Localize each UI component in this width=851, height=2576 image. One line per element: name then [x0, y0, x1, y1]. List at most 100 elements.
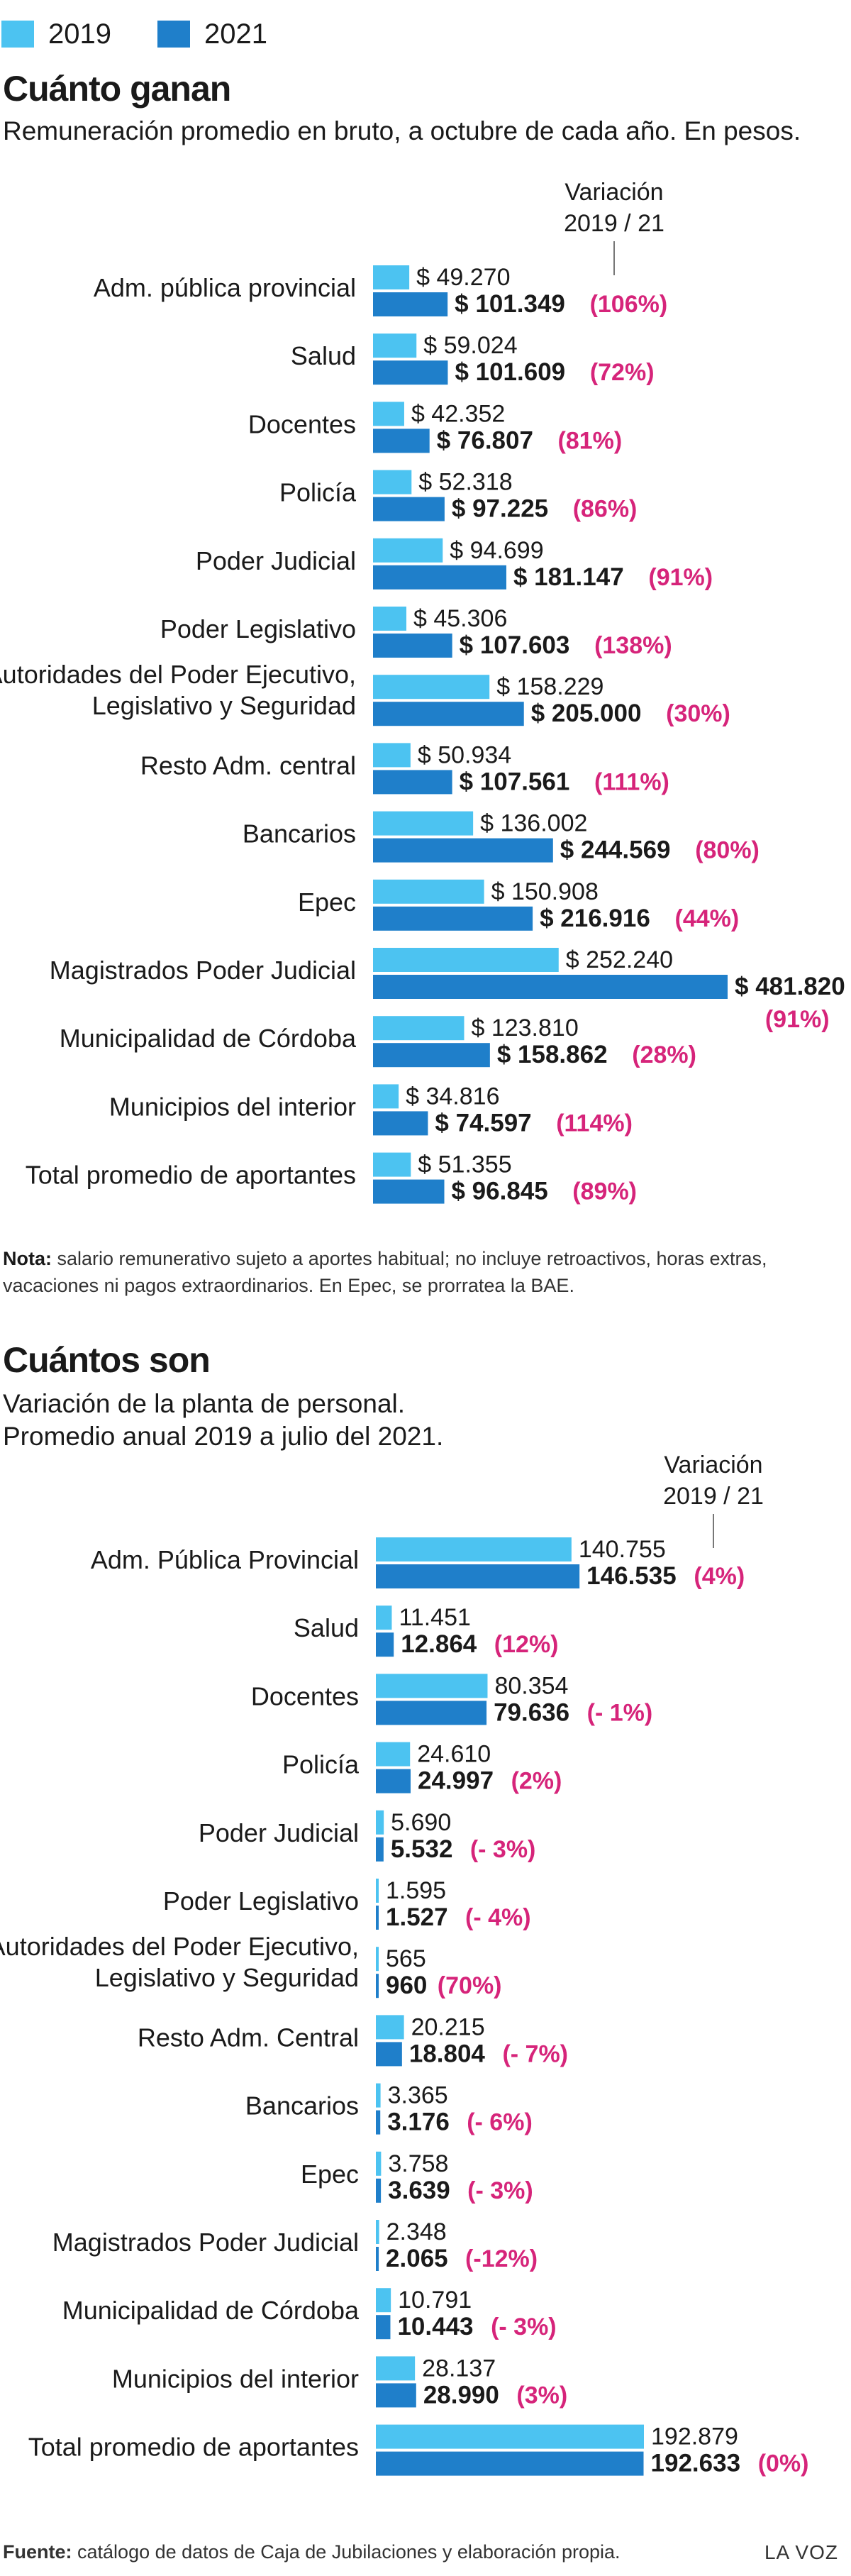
variation-label: (80%) [695, 837, 760, 864]
variation-label: (44%) [675, 905, 740, 932]
chart1-subtitle: Remuneración promedio en bruto, a octubr… [3, 115, 801, 148]
value-label-2019: $ 123.810 [471, 1015, 578, 1041]
value-label-2021: 18.804 [409, 2040, 486, 2067]
category-label: Adm. Pública Provincial [91, 1545, 359, 1574]
bar-2019 [376, 1879, 379, 1903]
value-label-2021: 3.639 [388, 2177, 450, 2204]
bar-2019 [373, 879, 484, 904]
bar-2021 [376, 2247, 379, 2271]
value-label-2021: $ 97.225 [452, 495, 548, 523]
bar-2019 [376, 1537, 572, 1561]
bar-2021 [373, 770, 452, 795]
variation-label: (- 3%) [467, 2177, 533, 2204]
variation-label: (-12%) [465, 2245, 538, 2272]
variation-header-line-1: Variación [664, 1452, 762, 1478]
bar-2021 [376, 2110, 381, 2135]
variation-label: (12%) [494, 1631, 559, 1658]
bar-2019 [376, 2083, 381, 2108]
bar-2021 [376, 2315, 391, 2340]
variation-label: (106%) [590, 291, 668, 318]
variation-label: (138%) [594, 632, 672, 659]
value-label-2019: 10.791 [398, 2287, 472, 2314]
chart1-title: Cuánto ganan [3, 69, 231, 109]
value-label-2021: $ 205.000 [531, 700, 642, 727]
bar-2021 [373, 360, 448, 385]
category-label: Municipios del interior [109, 1092, 356, 1121]
category-label: Docentes [248, 409, 356, 438]
category-label: Poder Legislativo [160, 614, 356, 643]
value-label-2019: 28.137 [422, 2355, 496, 2382]
bar-2019 [373, 675, 490, 700]
category-label: Salud [291, 341, 356, 370]
variation-label: (- 3%) [491, 2314, 557, 2340]
legend-label-2019: 2019 [48, 18, 111, 50]
variation-label: (91%) [648, 564, 713, 591]
chart1-note-line-1: salario remunerativo sujeto a aportes ha… [57, 1248, 767, 1269]
value-label-2021: 79.636 [494, 1698, 569, 1726]
value-label-2021: 2.065 [386, 2245, 448, 2272]
value-label-2021: $ 158.862 [497, 1041, 608, 1068]
chart2-subtitle-line-1: Variación de la planta de personal. [3, 1389, 406, 1418]
bar-2019 [373, 1152, 411, 1177]
bar-2019 [373, 265, 410, 289]
bar-2019 [373, 402, 404, 426]
bar-2021 [373, 838, 553, 863]
value-label-2021: $ 76.807 [437, 426, 533, 454]
chart2-title: Cuántos son [3, 1340, 211, 1380]
variation-label: (30%) [666, 700, 730, 727]
value-label-2019: 20.215 [411, 2013, 485, 2040]
variation-label: (- 4%) [465, 1904, 531, 1931]
bar-2019 [373, 811, 474, 836]
category-label-line-2: Legislativo y Seguridad [92, 691, 356, 720]
bar-2021 [376, 1701, 487, 1725]
category-label: Policía [282, 1750, 360, 1779]
category-label-line-2: Legislativo y Seguridad [95, 1963, 359, 1992]
value-label-2019: 11.451 [399, 1604, 470, 1631]
value-label-2021: $ 101.609 [455, 358, 565, 386]
value-label-2021: $ 481.820 [735, 973, 845, 1000]
legend: 2019 2021 [0, 13, 851, 55]
bar-2019 [376, 1674, 488, 1698]
category-label-line-1: Autoridades del Poder Ejecutivo, [0, 1932, 359, 1961]
value-label-2019: $ 51.355 [418, 1151, 511, 1178]
bar-2021 [373, 429, 430, 453]
bar-2021 [373, 497, 445, 521]
variation-label: (- 7%) [502, 2040, 568, 2067]
category-label: Adm. pública provincial [94, 273, 356, 302]
chart1-subtitle-line: Remuneración promedio en bruto, a octubr… [3, 116, 801, 145]
category-label: Municipalidad de Córdoba [62, 2296, 360, 2325]
bar-2019 [376, 2356, 416, 2381]
source-label: Fuente: [3, 2541, 72, 2563]
category-label: Poder Judicial [196, 546, 356, 575]
value-label-2019: $ 34.816 [406, 1083, 499, 1110]
bar-2019 [373, 743, 411, 768]
value-label-2019: 3.758 [388, 2150, 448, 2177]
chart2-subtitle-line-2: Promedio anual 2019 a julio del 2021. [3, 1422, 444, 1451]
value-label-2021: $ 96.845 [451, 1178, 547, 1205]
value-label-2019: 24.610 [417, 1741, 491, 1768]
variation-header-line-1: Variación [564, 179, 663, 206]
bar-2021 [373, 702, 524, 726]
category-label: Poder Judicial [199, 1818, 359, 1847]
bar-2021 [376, 1906, 379, 1930]
variation-label: (- 3%) [470, 1836, 536, 1863]
value-label-2021: $ 244.569 [560, 836, 671, 864]
value-label-2021: 960 [386, 1972, 427, 1999]
category-label: Resto Adm. central [140, 751, 356, 780]
bar-2021 [376, 1632, 394, 1657]
variation-label: (- 6%) [467, 2109, 533, 2136]
value-label-2019: 140.755 [579, 1536, 666, 1563]
variation-label: (3%) [516, 2382, 567, 2409]
value-label-2021: 24.997 [418, 1767, 494, 1795]
value-label-2019: 565 [386, 1945, 426, 1972]
bar-2019 [373, 538, 443, 563]
bar-2019 [376, 2015, 404, 2040]
value-label-2021: 1.527 [386, 1903, 448, 1931]
variation-header-line-2: 2019 / 21 [663, 1483, 764, 1510]
bar-2021 [373, 1179, 445, 1204]
value-label-2019: 5.690 [391, 1809, 451, 1836]
brand-logo-text: LA VOZ [764, 2541, 838, 2563]
legend-swatch-2021 [157, 21, 190, 48]
source-text: catálogo de datos de Caja de Jubilacione… [77, 2541, 621, 2563]
